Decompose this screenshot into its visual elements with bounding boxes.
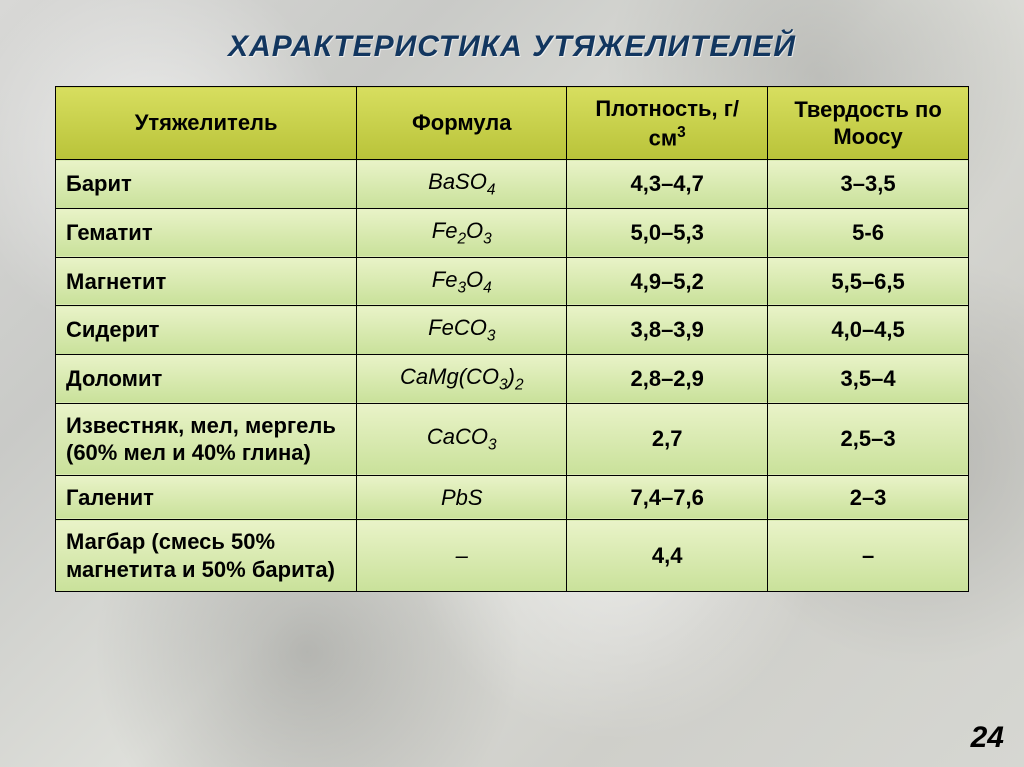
cell-formula: Fe2O3 <box>357 208 567 257</box>
cell-density: 2,8–2,9 <box>567 354 768 403</box>
cell-density: 5,0–5,3 <box>567 208 768 257</box>
cell-formula: CaCO3 <box>357 403 567 475</box>
cell-hardness: 2,5–3 <box>768 403 969 475</box>
table-row: Известняк, мел, мергель (60% мел и 40% г… <box>56 403 969 475</box>
header-density: Плотность, г/см3 <box>567 87 768 160</box>
cell-name: Барит <box>56 160 357 209</box>
cell-formula: PbS <box>357 475 567 520</box>
table-row: Гематит Fe2O3 5,0–5,3 5-6 <box>56 208 969 257</box>
table-header-row: Утяжелитель Формула Плотность, г/см3 Тве… <box>56 87 969 160</box>
cell-density: 4,3–4,7 <box>567 160 768 209</box>
header-hardness: Твердость по Моосу <box>768 87 969 160</box>
cell-hardness: – <box>768 520 969 592</box>
cell-hardness: 3–3,5 <box>768 160 969 209</box>
table-row: Галенит PbS 7,4–7,6 2–3 <box>56 475 969 520</box>
table-row: Барит BaSO4 4,3–4,7 3–3,5 <box>56 160 969 209</box>
cell-hardness: 4,0–4,5 <box>768 306 969 355</box>
page-title: ХАРАКТЕРИСТИКА УТЯЖЕЛИТЕЛЕЙ <box>55 30 969 64</box>
table-row: Магнетит Fe3O4 4,9–5,2 5,5–6,5 <box>56 257 969 306</box>
table-body: Барит BaSO4 4,3–4,7 3–3,5 Гематит Fe2O3 … <box>56 160 969 592</box>
cell-name: Магнетит <box>56 257 357 306</box>
cell-name: Магбар (смесь 50% магнетита и 50% барита… <box>56 520 357 592</box>
cell-name: Доломит <box>56 354 357 403</box>
cell-name: Известняк, мел, мергель (60% мел и 40% г… <box>56 403 357 475</box>
cell-hardness: 5,5–6,5 <box>768 257 969 306</box>
cell-formula: – <box>357 520 567 592</box>
slide: ХАРАКТЕРИСТИКА УТЯЖЕЛИТЕЛЕЙ Утяжелитель … <box>0 0 1024 767</box>
cell-formula: FeCO3 <box>357 306 567 355</box>
table-row: Доломит CaMg(CO3)2 2,8–2,9 3,5–4 <box>56 354 969 403</box>
cell-name: Галенит <box>56 475 357 520</box>
cell-density: 4,9–5,2 <box>567 257 768 306</box>
cell-density: 3,8–3,9 <box>567 306 768 355</box>
header-name: Утяжелитель <box>56 87 357 160</box>
cell-hardness: 2–3 <box>768 475 969 520</box>
header-formula: Формула <box>357 87 567 160</box>
cell-density: 7,4–7,6 <box>567 475 768 520</box>
cell-formula: CaMg(CO3)2 <box>357 354 567 403</box>
weighting-agents-table: Утяжелитель Формула Плотность, г/см3 Тве… <box>55 86 969 592</box>
cell-formula: BaSO4 <box>357 160 567 209</box>
cell-hardness: 3,5–4 <box>768 354 969 403</box>
cell-hardness: 5-6 <box>768 208 969 257</box>
cell-formula: Fe3O4 <box>357 257 567 306</box>
cell-density: 4,4 <box>567 520 768 592</box>
table-row: Сидерит FeCO3 3,8–3,9 4,0–4,5 <box>56 306 969 355</box>
cell-density: 2,7 <box>567 403 768 475</box>
cell-name: Гематит <box>56 208 357 257</box>
page-number: 24 <box>971 721 1004 755</box>
table-row: Магбар (смесь 50% магнетита и 50% барита… <box>56 520 969 592</box>
cell-name: Сидерит <box>56 306 357 355</box>
